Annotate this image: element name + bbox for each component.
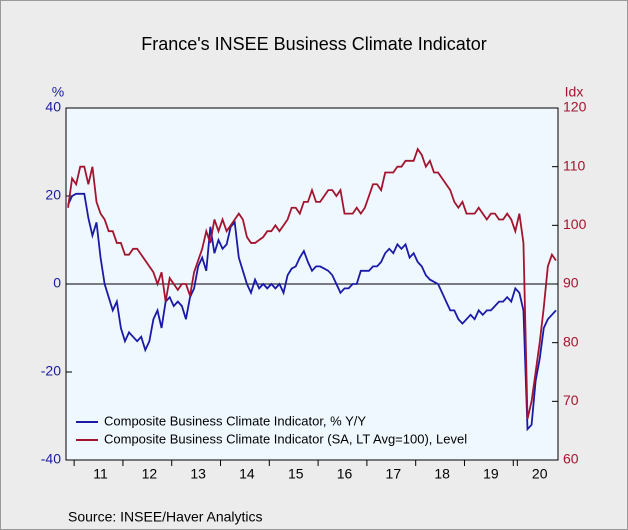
y2-tick-label: 110 — [563, 157, 586, 173]
series-line — [67, 147, 557, 420]
legend-label: Composite Business Climate Indicator, % … — [104, 413, 366, 428]
y2-tick-label: 120 — [563, 99, 587, 115]
x-tick-label: 16 — [337, 466, 353, 482]
x-tick-label: 18 — [434, 466, 450, 482]
series-line — [67, 192, 557, 432]
x-tick-label: 14 — [239, 466, 255, 482]
y-tick-label: -40 — [41, 451, 61, 467]
x-tick-label: 13 — [190, 466, 206, 482]
x-tick-label: 20 — [532, 466, 548, 482]
x-tick-label: 11 — [93, 466, 108, 482]
y-tick-label: 40 — [45, 99, 61, 115]
source: Source: INSEE/Haver Analytics — [68, 509, 263, 525]
y-axis-label: % — [52, 84, 64, 100]
y-tick-label: -20 — [41, 363, 61, 379]
y2-tick-label: 100 — [563, 216, 587, 232]
chart-title: France's INSEE Business Climate Indicato… — [141, 34, 487, 54]
y-tick-label: 0 — [53, 275, 61, 291]
y2-axis-label: Idx — [565, 84, 584, 100]
x-tick-label: 17 — [386, 466, 402, 482]
legend-label: Composite Business Climate Indicator (SA… — [104, 431, 467, 446]
x-tick-label: 12 — [142, 466, 158, 482]
y2-tick-label: 60 — [563, 451, 579, 467]
x-tick-label: 19 — [483, 466, 499, 482]
y-tick-label: 20 — [45, 187, 61, 203]
x-tick-label: 15 — [288, 466, 304, 482]
y2-tick-label: 70 — [563, 392, 579, 408]
y2-tick-label: 80 — [563, 333, 579, 349]
y2-tick-label: 90 — [563, 275, 579, 291]
